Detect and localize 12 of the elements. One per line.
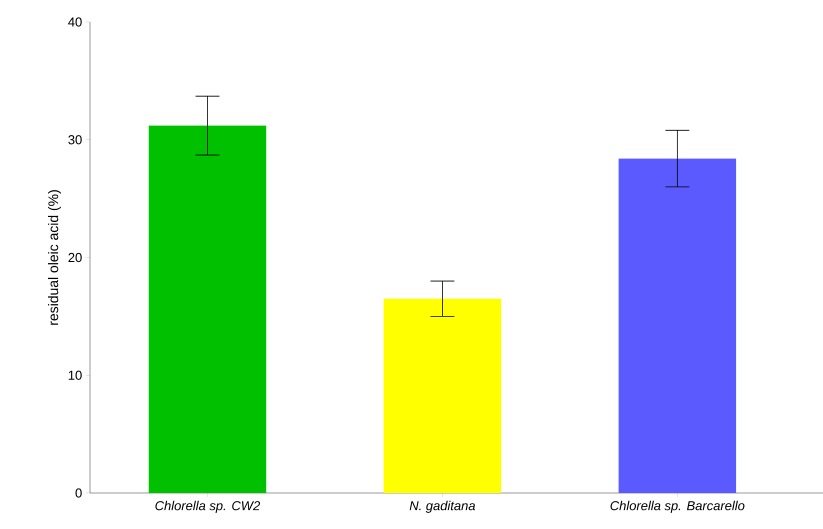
x-tick-label: Chlorella sp. CW2 [155,500,260,513]
y-tick-label: 40 [68,17,82,27]
x-tick-label: Chlorella sp. Barcarello [610,500,744,513]
y-tick-label: 10 [68,370,82,380]
y-tick-label: 20 [68,252,82,262]
y-axis-title: residual oleic acid (%) [48,190,61,325]
bar [618,158,736,493]
y-tick-label: 30 [68,135,82,144]
bar [148,126,266,493]
bar [384,298,502,493]
y-tick-label: 0 [76,488,82,498]
x-tick-label: N. gaditana [410,500,476,513]
